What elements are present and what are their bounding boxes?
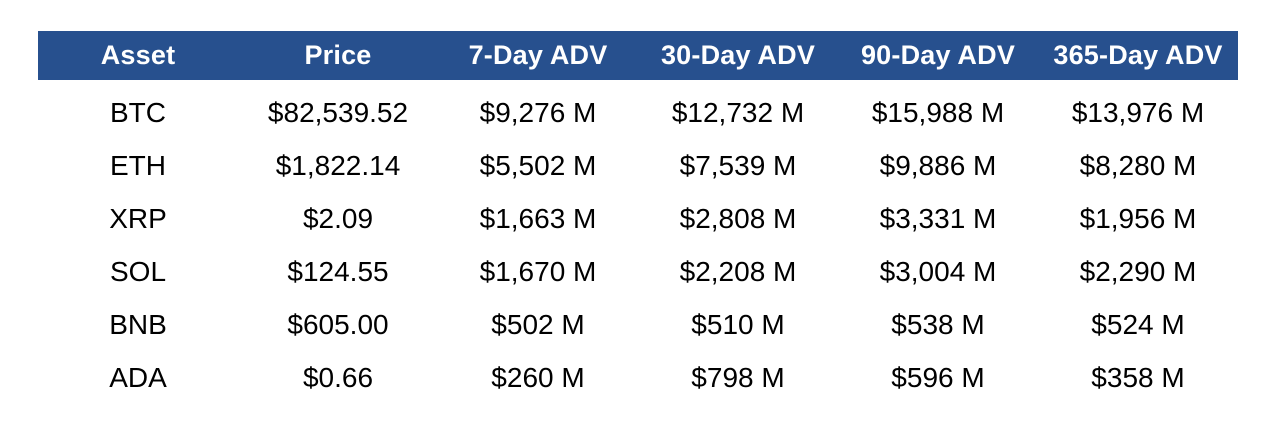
column-header-asset: Asset <box>100 40 176 70</box>
adv-7-day-value: $260 M <box>438 351 638 404</box>
adv-30-day-value: $2,208 M <box>638 245 838 298</box>
adv-365-day-value: $1,956 M <box>1038 192 1238 245</box>
asset-symbol: BNB <box>38 298 238 351</box>
adv-7-day-value: $5,502 M <box>438 139 638 192</box>
adv-90-day-value: $3,004 M <box>838 245 1038 298</box>
table-header: Asset Price 7-Day ADV 30-Day ADV 90-Day … <box>38 31 1238 80</box>
column-header-7-day-adv: 7-Day ADV <box>468 40 608 70</box>
asset-symbol: ADA <box>38 351 238 404</box>
adv-30-day-value: $7,539 M <box>638 139 838 192</box>
table-header-row: Asset Price 7-Day ADV 30-Day ADV 90-Day … <box>38 31 1238 80</box>
table-row: ADA $0.66 $260 M $798 M $596 M $358 M <box>38 351 1238 404</box>
adv-30-day-value: $12,732 M <box>638 80 838 139</box>
crypto-adv-table: Asset Price 7-Day ADV 30-Day ADV 90-Day … <box>38 31 1238 404</box>
asset-symbol: BTC <box>38 80 238 139</box>
adv-90-day-value: $3,331 M <box>838 192 1038 245</box>
table-row: XRP $2.09 $1,663 M $2,808 M $3,331 M $1,956 M <box>38 192 1238 245</box>
price-value: $1,822.14 <box>238 139 438 192</box>
adv-365-day-value: $358 M <box>1038 351 1238 404</box>
column-header-price: Price <box>304 40 372 70</box>
adv-30-day-value: $798 M <box>638 351 838 404</box>
column-header-365-day-adv: 365-Day ADV <box>1053 40 1223 70</box>
asset-symbol: XRP <box>38 192 238 245</box>
adv-90-day-value: $9,886 M <box>838 139 1038 192</box>
adv-90-day-value: $538 M <box>838 298 1038 351</box>
table-row: BTC $82,539.52 $9,276 M $12,732 M $15,988 M $… <box>38 80 1238 139</box>
price-value: $124.55 <box>238 245 438 298</box>
column-header-30-day-adv: 30-Day ADV <box>660 40 816 70</box>
adv-7-day-value: $9,276 M <box>438 80 638 139</box>
adv-7-day-value: $1,663 M <box>438 192 638 245</box>
table-row: SOL $124.55 $1,670 M $2,208 M $3,004 M $2,290… <box>38 245 1238 298</box>
adv-365-day-value: $524 M <box>1038 298 1238 351</box>
price-value: $0.66 <box>238 351 438 404</box>
price-value: $605.00 <box>238 298 438 351</box>
adv-365-day-value: $13,976 M <box>1038 80 1238 139</box>
price-value: $2.09 <box>238 192 438 245</box>
asset-symbol: SOL <box>38 245 238 298</box>
adv-7-day-value: $1,670 M <box>438 245 638 298</box>
adv-30-day-value: $2,808 M <box>638 192 838 245</box>
column-header-90-day-adv: 90-Day ADV <box>860 40 1016 70</box>
asset-symbol: ETH <box>38 139 238 192</box>
adv-30-day-value: $510 M <box>638 298 838 351</box>
adv-365-day-value: $2,290 M <box>1038 245 1238 298</box>
table-body: BTC $82,539.52 $9,276 M $12,732 M $15,988 M $… <box>38 80 1238 404</box>
table-row: BNB $605.00 $502 M $510 M $538 M $524 M <box>38 298 1238 351</box>
table-row: ETH $1,822.14 $5,502 M $7,539 M $9,886 M $8,2… <box>38 139 1238 192</box>
adv-365-day-value: $8,280 M <box>1038 139 1238 192</box>
adv-90-day-value: $596 M <box>838 351 1038 404</box>
adv-7-day-value: $502 M <box>438 298 638 351</box>
price-value: $82,539.52 <box>238 80 438 139</box>
adv-90-day-value: $15,988 M <box>838 80 1038 139</box>
